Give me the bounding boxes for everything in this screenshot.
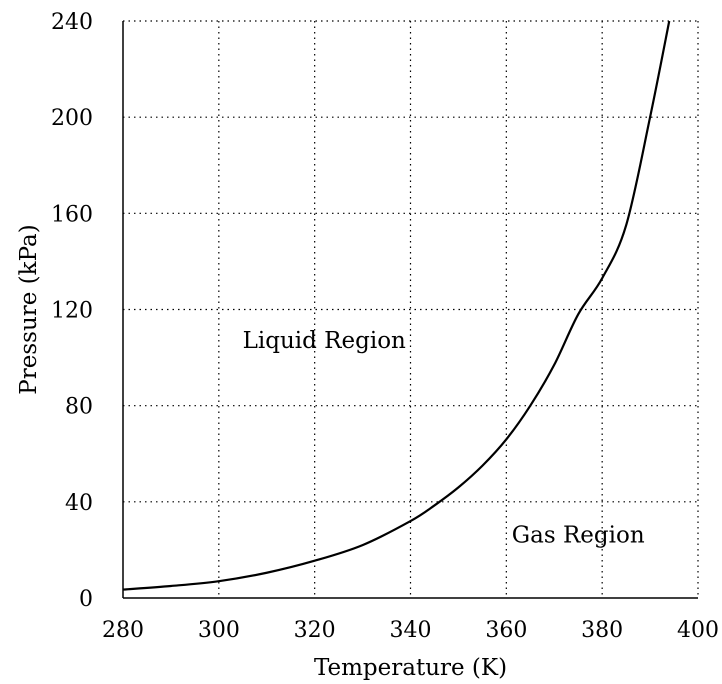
- y-tick-labels: 0 40 80 120 160 200 240: [51, 10, 93, 612]
- axes: [122, 21, 698, 599]
- x-tick-label-6: 400: [677, 618, 719, 643]
- y-axis-title: Pressure (kPa): [16, 224, 42, 394]
- y-tick-label-3: 120: [51, 299, 93, 324]
- x-tick-label-4: 360: [485, 618, 527, 643]
- series-line-0: [122, 20, 671, 591]
- y-tick-label-4: 160: [51, 202, 93, 227]
- x-tick-label-5: 380: [581, 618, 623, 643]
- x-tick-label-0: 280: [102, 618, 144, 643]
- x-tick-labels: 280 300 320 340 360 380 400: [102, 618, 719, 643]
- x-tick-label-1: 300: [198, 618, 240, 643]
- y-tick-label-5: 200: [51, 106, 93, 131]
- y-tick-label-0: 0: [79, 587, 93, 612]
- x-axis-title: Temperature (K): [314, 655, 507, 681]
- grid: [123, 20, 699, 598]
- x-tick-label-2: 320: [294, 618, 336, 643]
- y-tick-label-2: 80: [65, 395, 93, 420]
- annotation-liquid-region: Liquid Region: [243, 328, 406, 354]
- y-tick-label-1: 40: [65, 491, 93, 516]
- y-tick-label-6: 240: [51, 10, 93, 35]
- annotation-gas-region: Gas Region: [512, 523, 645, 549]
- x-tick-label-3: 340: [390, 618, 432, 643]
- series: [122, 20, 671, 591]
- annotations: Liquid Region Gas Region: [243, 328, 645, 549]
